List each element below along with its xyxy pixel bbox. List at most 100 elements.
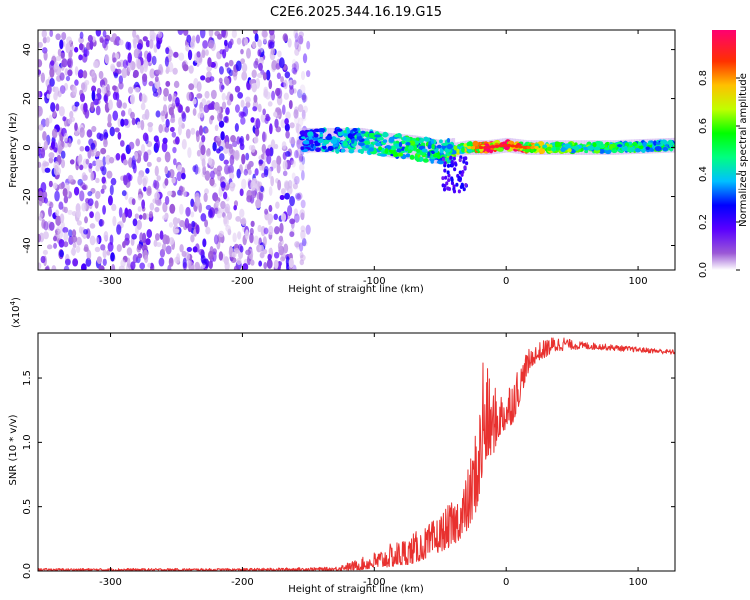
noise-cell [294, 149, 299, 159]
noise-cell [289, 218, 296, 225]
noise-cell [223, 164, 230, 175]
noise-cell [131, 198, 136, 206]
noise-cell [74, 66, 79, 76]
noise-cell [134, 151, 139, 160]
noise-cell [87, 191, 93, 197]
noise-cell [86, 129, 93, 138]
noise-cell [175, 96, 180, 107]
noise-cell [137, 206, 142, 212]
signal-cell [330, 138, 338, 145]
noise-cell [194, 196, 201, 207]
noise-cell [62, 187, 68, 197]
noise-cell [263, 35, 267, 44]
noise-cell [280, 188, 286, 195]
signal-cell [375, 142, 381, 147]
noise-cell [58, 106, 65, 117]
noise-cell [239, 188, 244, 197]
signal-cell [421, 148, 428, 153]
noise-cell [254, 33, 259, 43]
noise-cell [100, 244, 106, 251]
signal-tail-cell [458, 176, 463, 181]
signal-cell [319, 133, 324, 138]
noise-cell [93, 98, 99, 106]
noise-cell [38, 146, 41, 157]
noise-cell [273, 213, 279, 221]
noise-cell [103, 94, 108, 102]
noise-cell [240, 99, 245, 108]
signal-cell [638, 145, 644, 150]
noise-cell [126, 247, 133, 256]
noise-cell [284, 181, 290, 191]
noise-cell [299, 242, 304, 252]
noise-cell [262, 108, 266, 116]
noise-cell [171, 131, 177, 138]
signal-tail-cell [462, 159, 466, 164]
noise-cell [263, 262, 268, 270]
noise-cell [235, 60, 242, 72]
noise-cell [273, 259, 279, 269]
noise-cell [301, 92, 307, 103]
signal-tail-cell [458, 158, 462, 163]
signal-cell [592, 142, 597, 148]
spectrogram-heatmap [38, 30, 675, 270]
signal-cell [422, 158, 429, 163]
noise-cell [245, 133, 250, 141]
noise-cell [251, 82, 257, 93]
noise-cell [170, 117, 176, 124]
spectrogram-x-tick-label: -100 [363, 276, 386, 287]
noise-cell [281, 141, 287, 150]
noise-cell [143, 186, 147, 192]
signal-peak-cell [494, 144, 500, 148]
noise-cell [251, 41, 257, 49]
noise-cell [39, 212, 43, 219]
signal-cell [400, 140, 406, 144]
noise-cell [289, 122, 295, 129]
spectrogram-x-tick-label: -200 [231, 276, 254, 287]
noise-cell [126, 257, 131, 268]
noise-cell [154, 233, 160, 241]
noise-cell [196, 81, 202, 92]
noise-cell [191, 220, 196, 228]
noise-cell [41, 219, 46, 229]
noise-cell [67, 174, 74, 183]
noise-cell [144, 254, 149, 264]
noise-cell [134, 213, 139, 219]
signal-cell [496, 147, 504, 152]
spectrogram-y-tick-label: 20 [22, 92, 33, 105]
noise-cell [218, 66, 224, 75]
noise-cell [155, 199, 162, 207]
noise-cell [214, 124, 219, 132]
noise-cell [102, 205, 106, 215]
noise-cell [254, 127, 260, 137]
noise-cell [294, 175, 300, 185]
noise-cell [283, 92, 289, 100]
noise-cell [65, 75, 71, 82]
signal-cell [486, 147, 491, 153]
noise-cell [137, 243, 143, 251]
noise-cell [278, 57, 285, 69]
noise-cell [229, 172, 235, 180]
noise-cell [133, 48, 139, 59]
noise-cell [38, 90, 41, 98]
signal-cell [420, 142, 426, 146]
noise-cell [237, 91, 244, 99]
noise-cell [114, 127, 120, 133]
signal-peak-cell [502, 143, 508, 147]
noise-cell [149, 68, 156, 79]
noise-cell [156, 242, 162, 248]
noise-cell [90, 101, 95, 112]
signal-cell [587, 145, 594, 151]
spectrogram-y-tick-label: -40 [22, 237, 33, 253]
noise-cell [291, 63, 297, 70]
noise-cell [305, 224, 311, 235]
noise-cell [207, 103, 214, 110]
noise-cell [96, 256, 103, 265]
noise-cell [201, 259, 207, 265]
signal-cell [347, 146, 352, 150]
noise-cell [179, 219, 185, 228]
signal-cell [659, 140, 664, 147]
noise-cell [306, 40, 311, 50]
noise-cell [144, 109, 150, 120]
noise-cell [215, 135, 221, 142]
noise-cell [208, 250, 214, 261]
